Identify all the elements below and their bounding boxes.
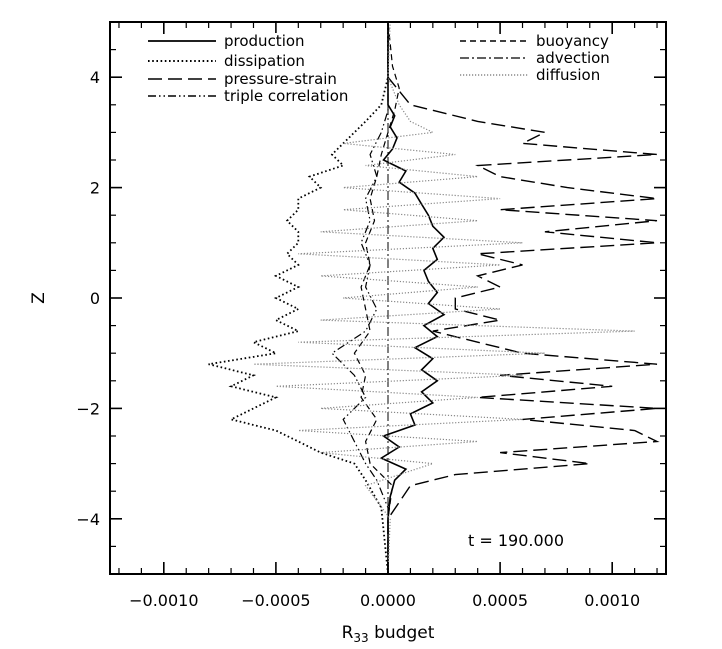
legend-text-bg	[220, 71, 354, 88]
series-production-line	[379, 22, 446, 574]
legend-label-dissipation: dissipation	[224, 52, 305, 70]
x-axis-title-subscript: 33	[353, 631, 368, 645]
series-buoyancy-line	[353, 21, 400, 574]
legend-text-bg	[532, 33, 608, 50]
legend-label-triple-correlation: triple correlation	[224, 87, 348, 105]
y-tick-label: 4	[90, 68, 100, 87]
x-axis-title-suffix: budget	[369, 623, 435, 643]
legend: production dissipationpressure-straintrip…	[148, 32, 616, 105]
series-diffusion-line	[253, 21, 635, 575]
x-tick-label: −0.0010	[129, 591, 198, 610]
legend-text-bg	[220, 53, 321, 70]
series-layer	[208, 21, 660, 575]
legend-label-pressure-strain: pressure-strain	[224, 70, 337, 88]
legend-label-buoyancy: buoyancy	[536, 32, 609, 50]
legend-label-production: production	[224, 32, 305, 50]
y-axis-title: Z	[29, 292, 49, 304]
ticks-layer: −0.0010 −0.0005 0.0000 0.0005 0.0010 −4 −2 0 2 4	[76, 22, 666, 610]
legend-text-bg	[532, 67, 616, 84]
legend-text-bg	[532, 50, 616, 67]
y-tick-label: −2	[76, 399, 100, 418]
x-tick-label: −0.0005	[241, 591, 310, 610]
time-annotation: t = 190.000	[468, 531, 564, 550]
x-tick-label: 0.0000	[360, 591, 416, 610]
legend-label-advection: advection	[536, 49, 610, 67]
x-tick-label: 0.0010	[584, 591, 640, 610]
legend-text-bg	[220, 33, 312, 50]
series-triple-correlation-line	[331, 22, 389, 574]
legend-text-bg	[220, 88, 380, 105]
series-pressure-strain-line	[387, 22, 660, 574]
y-tick-label: 0	[90, 289, 100, 308]
legend-label-diffusion: diffusion	[536, 66, 600, 84]
x-axis-title-main: R	[342, 623, 354, 643]
x-tick-label: 0.0005	[472, 591, 528, 610]
x-axis-title: R33 budget	[342, 623, 435, 645]
y-tick-label: −4	[76, 510, 100, 529]
series-dissipation-line	[208, 22, 389, 575]
y-tick-label: 2	[90, 179, 100, 198]
